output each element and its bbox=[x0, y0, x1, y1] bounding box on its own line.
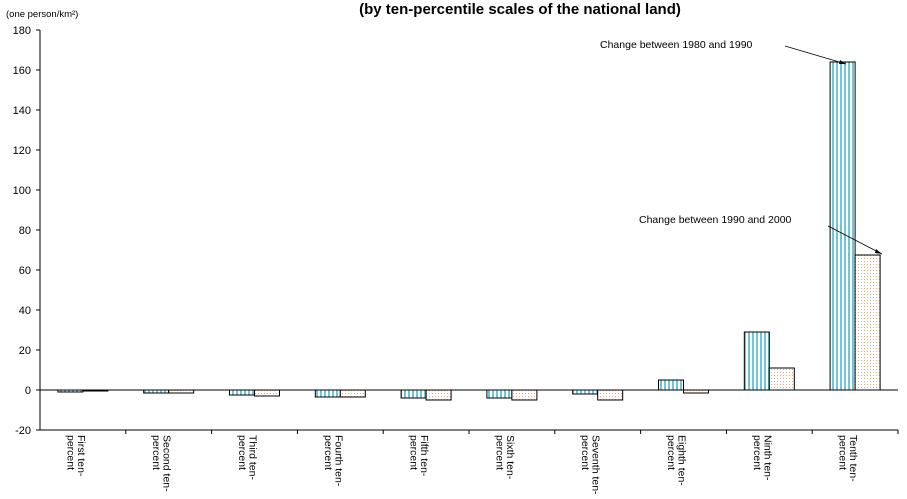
bar-series-2-9 bbox=[768, 367, 795, 391]
bar-series-1-1 bbox=[57, 389, 84, 393]
bar-series-2-8 bbox=[683, 389, 709, 394]
annotation-arrowhead-series-2 bbox=[875, 249, 882, 254]
x-category-label-line: percent bbox=[751, 435, 763, 470]
bar-series-1-3 bbox=[229, 389, 255, 396]
x-category-label-line: percent bbox=[837, 435, 849, 470]
x-category-label: First ten-percent bbox=[64, 435, 87, 477]
x-category-label-line: Fourth ten- bbox=[332, 435, 344, 487]
bar-series-1-2 bbox=[143, 389, 170, 394]
bar-series-2-1 bbox=[82, 389, 109, 392]
x-category-label: Ninth ten-percent bbox=[751, 435, 774, 481]
y-tick-label: 20 bbox=[19, 345, 31, 357]
x-category-label: Fourth ten-percent bbox=[322, 435, 345, 487]
y-tick-label: 160 bbox=[13, 65, 31, 77]
annotation-series-1: Change between 1980 and 1990 bbox=[600, 39, 847, 65]
bar-series-2-7 bbox=[597, 389, 624, 401]
category-labels: First ten-percent Second ten-percent Third… bbox=[64, 435, 859, 495]
bar-series-1-5 bbox=[400, 389, 427, 399]
x-category-label-line: Seventh ten- bbox=[590, 435, 602, 495]
bar-series-1-9 bbox=[743, 331, 770, 391]
x-category-label-line: Tenth ten- bbox=[847, 435, 859, 482]
x-category-label-line: percent bbox=[493, 435, 505, 470]
y-tick-label: 140 bbox=[13, 105, 31, 117]
x-category-label: Sixth ten-percent bbox=[493, 435, 516, 480]
x-category-label: Second ten-percent bbox=[150, 435, 173, 492]
x-category-label: Third ten-percent bbox=[236, 435, 259, 480]
bar-series-1-6 bbox=[486, 389, 513, 399]
x-category-label-line: percent bbox=[322, 435, 334, 470]
chart-title: (by ten-percentile scales of the nationa… bbox=[359, 1, 681, 18]
y-axis-unit-label: (one person/km²) bbox=[6, 9, 78, 20]
bar-series-2-4 bbox=[339, 389, 366, 398]
y-tick-label: 40 bbox=[19, 305, 31, 317]
annotation-series-2: Change between 1990 and 2000 bbox=[639, 214, 883, 255]
annotation-label-series-2: Change between 1990 and 2000 bbox=[639, 214, 792, 226]
x-category-label: Fifth ten-percent bbox=[408, 435, 431, 477]
x-category-label-line: First ten- bbox=[75, 435, 87, 477]
x-category-label-line: Second ten- bbox=[161, 435, 173, 492]
bar-series-2-6 bbox=[511, 389, 538, 401]
x-category-label-line: percent bbox=[64, 435, 76, 470]
x-category-label: Eighth ten-percent bbox=[665, 435, 688, 486]
x-category-label: Seventh ten-percent bbox=[579, 435, 602, 495]
y-tick-label: 60 bbox=[19, 265, 31, 277]
bars bbox=[57, 61, 881, 401]
y-tick-label: 0 bbox=[25, 385, 31, 397]
x-category-label-line: Fifth ten- bbox=[418, 435, 430, 477]
bar-series-2-5 bbox=[425, 389, 452, 401]
y-tick-label: 80 bbox=[19, 225, 31, 237]
x-category-label-line: Third ten- bbox=[247, 435, 259, 480]
bar-series-1-10 bbox=[829, 61, 856, 391]
x-category-label: Tenth ten-percent bbox=[837, 435, 860, 482]
bar-series-1-7 bbox=[572, 389, 599, 395]
x-category-label-line: Eighth ten- bbox=[676, 435, 688, 486]
x-category-label-line: Sixth ten- bbox=[504, 435, 516, 480]
x-category-label-line: percent bbox=[579, 435, 591, 470]
bar-series-1-4 bbox=[314, 389, 341, 398]
bar-series-2-2 bbox=[168, 389, 195, 394]
annotation-arrow-series-1 bbox=[784, 45, 847, 65]
y-tick-label: -20 bbox=[15, 425, 31, 437]
x-category-label-line: Ninth ten- bbox=[761, 435, 773, 481]
y-tick-label: 180 bbox=[13, 25, 31, 37]
x-category-label-line: percent bbox=[408, 435, 420, 470]
y-tick-label: 120 bbox=[13, 145, 31, 157]
x-category-label-line: percent bbox=[665, 435, 677, 470]
x-category-label-line: percent bbox=[150, 435, 162, 470]
annotation-label-series-1: Change between 1980 and 1990 bbox=[600, 39, 753, 51]
y-tick-label: 100 bbox=[13, 185, 31, 197]
annotation-arrow-series-2 bbox=[827, 225, 883, 255]
annotation-arrowhead-series-1 bbox=[839, 60, 846, 64]
bar-series-2-10 bbox=[854, 254, 881, 391]
bar-series-1-8 bbox=[658, 379, 684, 391]
x-category-label-line: percent bbox=[236, 435, 248, 470]
bar-series-2-3 bbox=[254, 389, 280, 397]
